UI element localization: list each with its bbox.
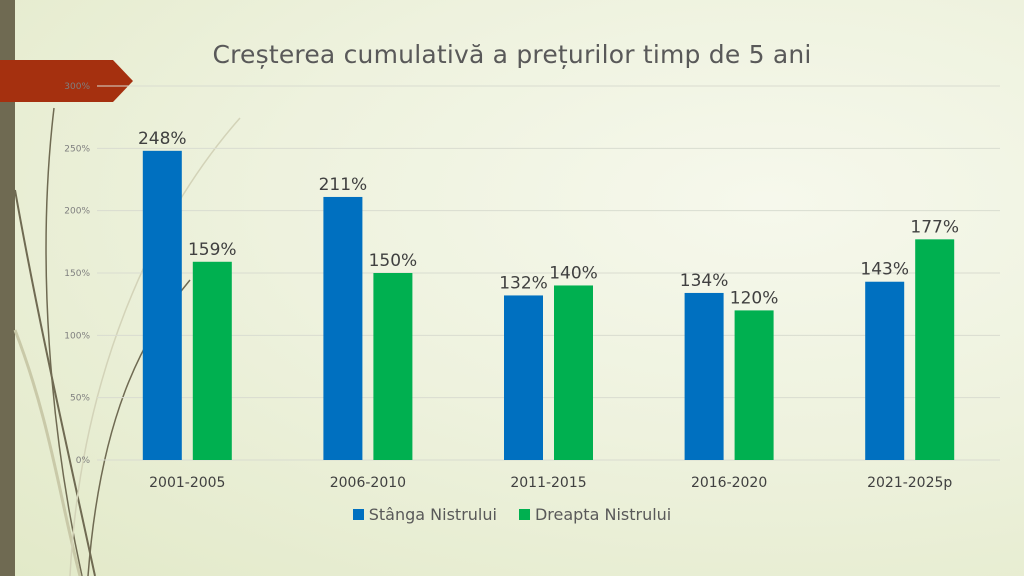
bar[interactable] xyxy=(142,150,182,460)
legend-item-dreapta[interactable]: Dreapta Nistrului xyxy=(518,505,672,524)
y-tick-label: 50% xyxy=(70,394,90,404)
y-tick-label: 0% xyxy=(76,456,91,466)
bar[interactable] xyxy=(323,196,363,460)
bar[interactable] xyxy=(865,281,905,460)
x-tick-label: 2001-2005 xyxy=(149,475,225,491)
bar[interactable] xyxy=(734,310,774,460)
data-label: 143% xyxy=(860,260,909,280)
legend-swatch xyxy=(352,509,364,520)
data-label: 134% xyxy=(680,271,729,291)
decorative-curves xyxy=(13,107,241,576)
data-label: 211% xyxy=(319,175,368,195)
y-tick-label: 150% xyxy=(64,269,90,279)
bar[interactable] xyxy=(192,261,232,460)
data-label: 132% xyxy=(499,273,548,293)
data-label: 120% xyxy=(730,288,779,308)
data-label: 177% xyxy=(910,217,959,237)
data-label: 159% xyxy=(188,240,237,260)
x-tick-label: 2016-2020 xyxy=(691,475,767,491)
legend-label: Stânga Nistrului xyxy=(368,505,497,524)
data-label: 140% xyxy=(549,263,598,283)
bar[interactable] xyxy=(915,239,955,460)
chart-title: Creșterea cumulativă a prețurilor timp d… xyxy=(212,40,812,69)
legend-swatch xyxy=(518,509,530,520)
bar[interactable] xyxy=(684,292,724,460)
left-bar xyxy=(0,0,15,576)
x-tick-label: 2006-2010 xyxy=(330,475,406,491)
x-tick-label: 2011-2015 xyxy=(510,475,586,491)
data-label: 248% xyxy=(138,129,187,149)
data-label: 150% xyxy=(369,251,418,271)
bar[interactable] xyxy=(554,285,593,460)
y-tick-label: 250% xyxy=(64,144,90,154)
y-tick-label: 300% xyxy=(64,82,90,92)
y-tick-label: 100% xyxy=(64,331,90,341)
x-tick-label: 2021-2025p xyxy=(867,475,952,491)
legend-label: Dreapta Nistrului xyxy=(534,505,672,524)
red-arrow-banner xyxy=(0,60,133,102)
legend: Stânga Nistrului Dreapta Nistrului xyxy=(0,505,1024,524)
y-tick-label: 200% xyxy=(64,207,90,217)
legend-item-stanga[interactable]: Stânga Nistrului xyxy=(352,505,497,524)
bar[interactable] xyxy=(373,273,413,460)
bar[interactable] xyxy=(504,295,543,460)
